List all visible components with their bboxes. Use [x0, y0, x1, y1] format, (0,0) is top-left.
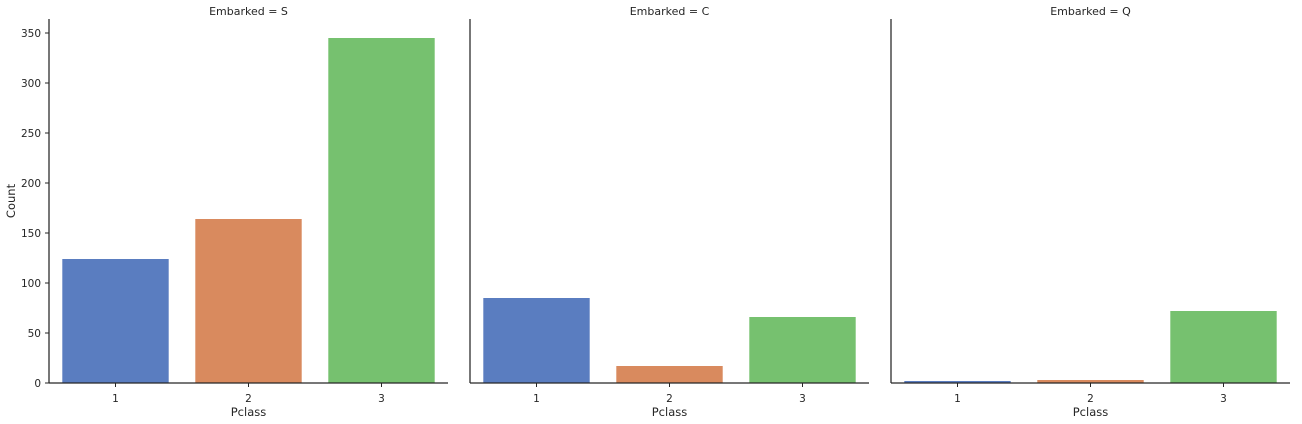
y-tick-label: 300	[21, 78, 41, 90]
bar-pclass-1	[904, 381, 1011, 383]
bar-pclass-3	[328, 38, 435, 383]
bar-pclass-3	[1170, 311, 1277, 383]
y-axis-label: Count	[4, 183, 18, 218]
y-tick-label: 0	[34, 378, 41, 390]
x-axis-label: Pclass	[231, 405, 266, 419]
x-tick-label: 3	[378, 393, 385, 405]
x-axis-label: Pclass	[652, 405, 687, 419]
bar-pclass-3	[749, 317, 856, 383]
bar-pclass-2	[195, 219, 302, 383]
y-tick-label: 350	[21, 28, 41, 40]
bar-pclass-1	[483, 298, 590, 383]
x-tick-label: 2	[245, 393, 252, 405]
y-tick-label: 200	[21, 178, 41, 190]
chart-panels: 1 2 3 Pclass Embarked = S 0 50 100 150 200 250 300 3…	[4, 5, 1290, 419]
x-tick-label: 2	[1087, 393, 1094, 405]
x-tick-label: 3	[799, 393, 806, 405]
bar-pclass-2	[616, 366, 723, 383]
x-tick-label: 2	[666, 393, 673, 405]
x-tick-label: 1	[533, 393, 540, 405]
bar-pclass-1	[62, 259, 169, 383]
y-tick-label: 250	[21, 128, 41, 140]
panel-1: 1 2 3 Pclass Embarked = S 0 50 100 150 200 250 300 3…	[4, 5, 448, 419]
x-axis-label: Pclass	[1073, 405, 1108, 419]
y-tick-label: 150	[21, 228, 41, 240]
x-tick-label: 1	[954, 393, 961, 405]
panel-3: 1 2 3 Pclass Embarked = Q	[890, 5, 1290, 419]
bar-pclass-2	[1037, 380, 1144, 383]
y-tick-label: 100	[21, 278, 41, 290]
panel-title: Embarked = S	[209, 5, 288, 18]
x-tick-label: 3	[1220, 393, 1227, 405]
panel-title: Embarked = Q	[1050, 5, 1131, 18]
y-tick-label: 50	[28, 328, 41, 340]
panel-2: 1 2 3 Pclass Embarked = C	[469, 5, 869, 419]
panel-title: Embarked = C	[630, 5, 710, 18]
x-tick-label: 1	[112, 393, 119, 405]
